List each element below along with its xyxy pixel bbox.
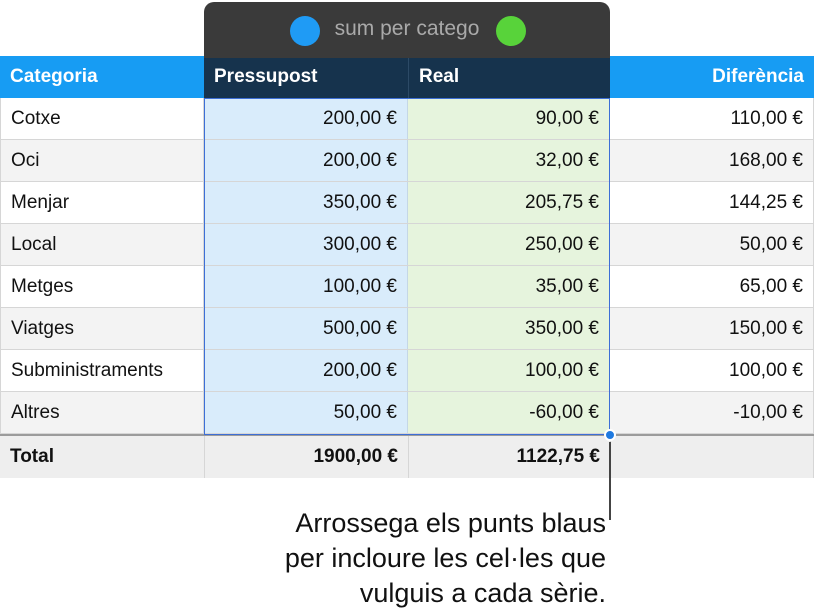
cell-real[interactable]: 205,75 € — [408, 182, 610, 223]
table-row: Subministraments 200,00 € 100,00 € 100,0… — [0, 350, 814, 392]
cell-category[interactable]: Local — [0, 224, 204, 265]
total-diferencia[interactable] — [610, 436, 814, 478]
cell-real[interactable]: 32,00 € — [408, 140, 610, 181]
callout-line-2: per incloure les cel·les que — [284, 543, 606, 573]
total-label[interactable]: Total — [10, 446, 54, 467]
cell-category[interactable]: Subministraments — [0, 350, 204, 391]
table-row: Oci 200,00 € 32,00 € 168,00 € — [0, 140, 814, 182]
cell-diferencia[interactable]: 150,00 € — [610, 308, 814, 349]
cell-real[interactable]: 100,00 € — [408, 350, 610, 391]
cell-category[interactable]: Metges — [0, 266, 204, 307]
header-pressupost[interactable]: Pressupost — [204, 56, 408, 98]
cell-pressupost[interactable]: 200,00 € — [204, 350, 408, 391]
cell-real[interactable]: 250,00 € — [408, 224, 610, 265]
table-row: Local 300,00 € 250,00 € 50,00 € — [0, 224, 814, 266]
header-row: Categoria Pressupost Real Diferència — [0, 56, 814, 98]
header-real[interactable]: Real — [408, 56, 610, 98]
callout-line-3: vulguis a cada sèrie. — [359, 578, 606, 608]
cell-pressupost[interactable]: 50,00 € — [204, 392, 408, 433]
header-diferencia[interactable]: Diferència — [712, 66, 804, 87]
callout-leader-line — [609, 442, 611, 520]
series-green-dot-handle[interactable] — [496, 16, 526, 46]
cell-category[interactable]: Viatges — [0, 308, 204, 349]
table-row: Viatges 500,00 € 350,00 € 150,00 € — [0, 308, 814, 350]
header-categoria[interactable]: Categoria — [10, 66, 98, 87]
cell-category[interactable]: Altres — [0, 392, 204, 433]
cell-diferencia[interactable]: -10,00 € — [610, 392, 814, 433]
cell-category[interactable]: Menjar — [0, 182, 204, 223]
cell-pressupost[interactable]: 100,00 € — [204, 266, 408, 307]
series-tab-title: sum per catego — [334, 17, 480, 40]
cell-real[interactable]: -60,00 € — [408, 392, 610, 433]
cell-diferencia[interactable]: 144,25 € — [610, 182, 814, 223]
cell-real[interactable]: 350,00 € — [408, 308, 610, 349]
series-header-tab[interactable]: sum per catego — [204, 2, 610, 58]
callout-line-1: Arrossega els punts blaus — [295, 508, 606, 538]
table-row: Altres 50,00 € -60,00 € -10,00 € — [0, 392, 814, 434]
table-row: Menjar 350,00 € 205,75 € 144,25 € — [0, 182, 814, 224]
cell-pressupost[interactable]: 300,00 € — [204, 224, 408, 265]
total-pressupost[interactable]: 1900,00 € — [204, 436, 408, 478]
cell-real[interactable]: 90,00 € — [408, 98, 610, 139]
cell-pressupost[interactable]: 200,00 € — [204, 98, 408, 139]
cell-category[interactable]: Oci — [0, 140, 204, 181]
table-row: Metges 100,00 € 35,00 € 65,00 € — [0, 266, 814, 308]
total-real[interactable]: 1122,75 € — [408, 436, 610, 478]
cell-diferencia[interactable]: 100,00 € — [610, 350, 814, 391]
cell-pressupost[interactable]: 200,00 € — [204, 140, 408, 181]
selection-drag-handle[interactable] — [604, 429, 616, 441]
cell-category[interactable]: Cotxe — [0, 98, 204, 139]
cell-diferencia[interactable]: 50,00 € — [610, 224, 814, 265]
cell-diferencia[interactable]: 168,00 € — [610, 140, 814, 181]
callout-text: Arrossega els punts blaus per incloure l… — [186, 506, 606, 611]
cell-diferencia[interactable]: 110,00 € — [610, 98, 814, 139]
table-row: Cotxe 200,00 € 90,00 € 110,00 € — [0, 98, 814, 140]
cell-diferencia[interactable]: 65,00 € — [610, 266, 814, 307]
cell-pressupost[interactable]: 500,00 € — [204, 308, 408, 349]
cell-pressupost[interactable]: 350,00 € — [204, 182, 408, 223]
series-blue-dot-handle[interactable] — [290, 16, 320, 46]
total-row: Total 1900,00 € 1122,75 € — [0, 434, 814, 478]
cell-real[interactable]: 35,00 € — [408, 266, 610, 307]
